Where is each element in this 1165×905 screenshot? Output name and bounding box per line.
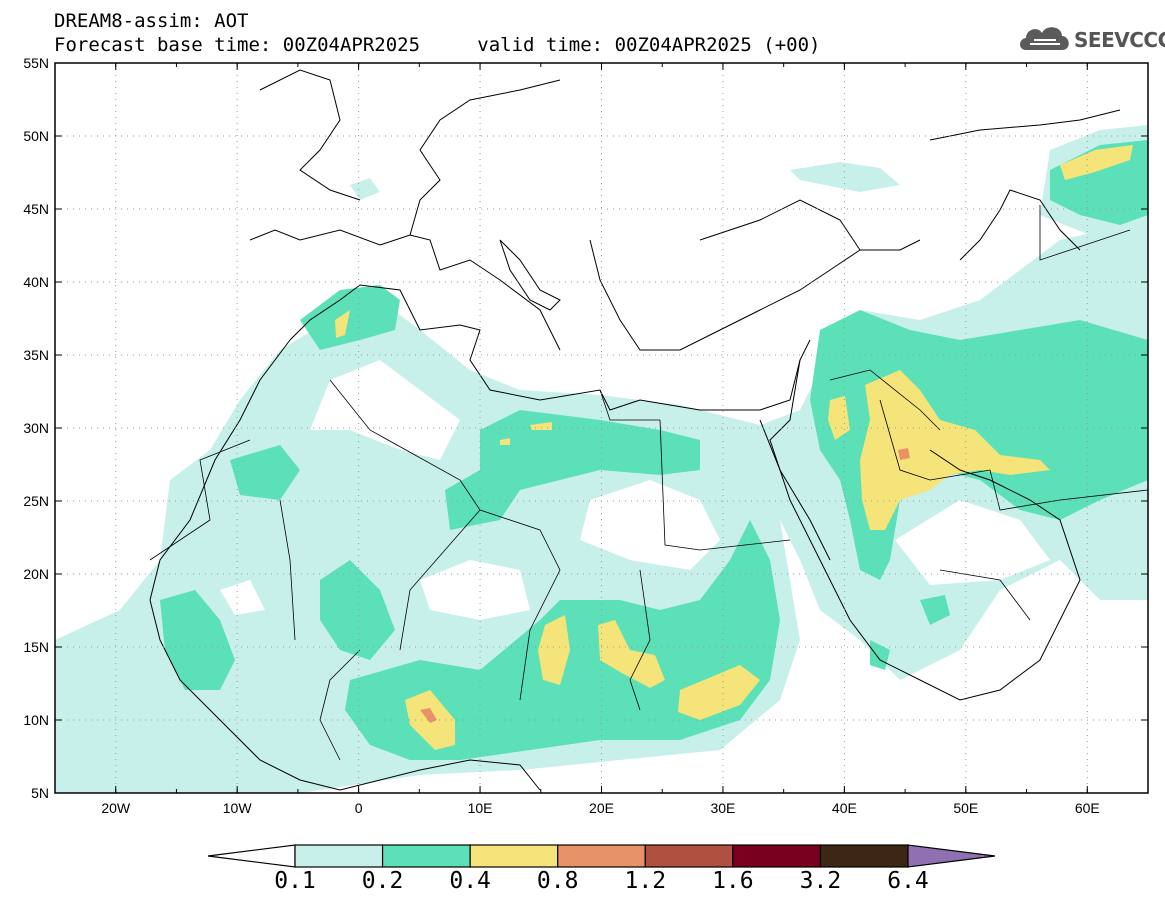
logo-text: SEEVCCC (1074, 28, 1165, 52)
colorbar-level-label: 3.2 (799, 868, 842, 894)
lon-tick-label: 0 (355, 800, 363, 816)
lon-tick-label: 40E (832, 800, 857, 816)
base-time-label: Forecast base time: (54, 34, 272, 56)
plot-subtitle: Forecast base time: 00Z04APR2025 valid t… (54, 34, 820, 56)
valid-time-value: 00Z04APR2025 (+00) (614, 34, 821, 56)
axis-tick-labels: 55N 50N 45N 40N 35N 30N 25N 20N 15N 10N 5N 20W 10W 0 1… (23, 55, 1099, 816)
valid-time-label: valid time: (477, 34, 604, 56)
grid-lines (55, 63, 1148, 793)
lat-tick-label: 35N (23, 347, 49, 363)
colorbar-box (732, 844, 822, 868)
lat-tick-label: 45N (23, 201, 49, 217)
seevccc-logo: SEEVCCC (1016, 20, 1165, 60)
colorbar-level-label: 0.2 (361, 868, 404, 894)
colorbar-arrow-high (907, 844, 996, 868)
lat-tick-label: 50N (23, 128, 49, 144)
colorbar-level-label: 1.2 (624, 868, 667, 894)
aot-field (55, 69, 1148, 793)
lat-tick-label: 20N (23, 566, 49, 582)
lon-tick-label: 20W (101, 800, 131, 816)
base-time-value: 00Z04APR2025 (282, 34, 421, 56)
lon-tick-label: 50E (953, 800, 978, 816)
lat-tick-label: 40N (23, 274, 49, 290)
borders (149, 205, 1148, 761)
colorbar-box (294, 844, 384, 868)
colorbar-arrow-low (207, 844, 296, 868)
lat-tick-label: 30N (23, 420, 49, 436)
lat-tick-label: 55N (23, 55, 49, 71)
coastlines (149, 69, 1121, 791)
plot-title: DREAM8-assim: AOT (54, 10, 248, 32)
lon-tick-label: 60E (1075, 800, 1100, 816)
colorbar-level-label: 1.6 (712, 868, 754, 894)
title-text: DREAM8-assim: AOT (54, 10, 249, 32)
lat-tick-label: 5N (31, 785, 49, 801)
colorbar-box (381, 844, 471, 868)
colorbar-box (557, 844, 646, 868)
lon-tick-label: 30E (710, 800, 735, 816)
colorbar-box (644, 844, 734, 868)
lat-tick-label: 10N (23, 712, 49, 728)
lat-tick-label: 15N (23, 639, 49, 655)
aot-level-0-4 (335, 145, 1133, 750)
lon-tick-label: 10E (468, 800, 493, 816)
colorbar-level-label: 0.4 (449, 868, 491, 894)
colorbar-level-label: 6.4 (887, 868, 929, 894)
axis-ticks (54, 62, 1149, 794)
lon-tick-label: 20E (589, 800, 614, 816)
lon-tick-label: 10W (223, 800, 253, 816)
aot-level-0-8 (420, 448, 910, 723)
colorbar-level-label: 0.8 (536, 868, 579, 894)
colorbar-box (469, 844, 559, 868)
lat-tick-label: 25N (23, 493, 49, 509)
colorbar-level-label: 0.1 (274, 868, 316, 894)
cloud-icon (1020, 27, 1069, 50)
colorbar-box (819, 844, 909, 868)
